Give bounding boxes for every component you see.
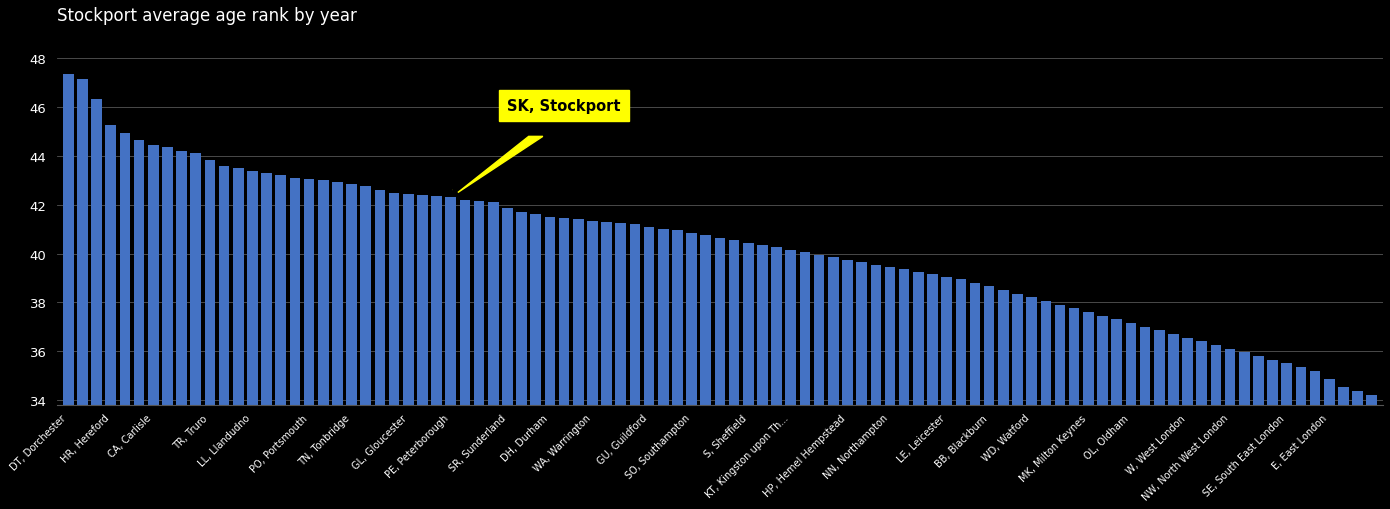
Bar	[1168, 334, 1179, 509]
Bar	[602, 222, 612, 509]
Bar	[234, 169, 243, 509]
Bar	[403, 194, 414, 509]
Bar	[488, 203, 499, 509]
Bar	[1339, 387, 1348, 509]
Bar	[758, 245, 767, 509]
Bar	[474, 202, 484, 509]
Bar	[163, 148, 172, 509]
Bar	[1069, 309, 1080, 509]
Bar	[1238, 353, 1250, 509]
Bar	[304, 180, 314, 509]
Bar	[714, 238, 726, 509]
Bar	[1323, 380, 1334, 509]
Bar	[318, 181, 328, 509]
Bar	[1012, 294, 1023, 509]
Bar	[247, 171, 257, 509]
Bar	[1352, 392, 1362, 509]
Bar	[460, 201, 470, 509]
Bar	[332, 182, 343, 509]
Bar	[133, 141, 145, 509]
Bar	[1295, 367, 1307, 509]
Bar	[389, 193, 399, 509]
Bar	[1041, 301, 1051, 509]
Bar	[687, 233, 696, 509]
Bar	[927, 275, 938, 509]
Bar	[374, 191, 385, 509]
Bar	[346, 185, 357, 509]
Bar	[998, 291, 1009, 509]
Bar	[1309, 371, 1320, 509]
Bar	[913, 272, 923, 509]
Bar	[218, 166, 229, 509]
Bar	[76, 80, 88, 509]
Bar	[1183, 338, 1193, 509]
Bar	[417, 195, 428, 509]
Text: SK, Stockport: SK, Stockport	[507, 99, 621, 114]
Bar	[516, 213, 527, 509]
Bar	[261, 174, 272, 509]
Bar	[1366, 395, 1377, 509]
Bar	[531, 215, 541, 509]
Bar	[701, 236, 712, 509]
Bar	[204, 160, 215, 509]
Bar	[771, 248, 783, 509]
Bar	[899, 270, 909, 509]
Text: 42.3: 42.3	[634, 122, 669, 136]
Bar	[147, 146, 158, 509]
Bar	[106, 126, 115, 509]
Text: Average age:: Average age:	[510, 122, 606, 136]
Bar	[275, 176, 286, 509]
Bar	[545, 217, 555, 509]
Bar	[445, 198, 456, 509]
Bar	[813, 255, 824, 509]
Bar	[828, 258, 838, 509]
Bar	[970, 284, 980, 509]
Bar	[785, 250, 796, 509]
Bar	[1154, 331, 1165, 509]
Bar	[431, 197, 442, 509]
Text: Stockport average age rank by year: Stockport average age rank by year	[57, 7, 357, 25]
Bar	[870, 265, 881, 509]
Bar	[1225, 349, 1236, 509]
Bar	[1126, 323, 1136, 509]
Bar	[884, 267, 895, 509]
Bar	[92, 99, 101, 509]
Bar	[728, 241, 739, 509]
Bar	[1112, 320, 1122, 509]
Polygon shape	[457, 137, 543, 193]
Bar	[657, 230, 669, 509]
Bar	[289, 179, 300, 509]
Bar	[744, 243, 753, 509]
Bar	[984, 287, 994, 509]
Bar	[1211, 346, 1222, 509]
Bar	[502, 209, 513, 509]
Bar	[941, 277, 952, 509]
Bar	[63, 75, 74, 509]
Bar	[673, 231, 682, 509]
Bar	[120, 133, 131, 509]
Bar	[559, 219, 570, 509]
Bar	[573, 220, 584, 509]
Bar	[1083, 313, 1094, 509]
Bar	[1026, 298, 1037, 509]
Bar	[856, 263, 867, 509]
Bar	[1252, 356, 1264, 509]
Bar	[1197, 342, 1207, 509]
Bar	[955, 279, 966, 509]
Bar	[842, 260, 853, 509]
Bar	[1282, 363, 1293, 509]
Bar	[1055, 305, 1065, 509]
Bar	[360, 187, 371, 509]
Bar	[1268, 360, 1277, 509]
Bar	[644, 227, 655, 509]
Bar	[177, 152, 186, 509]
Bar	[616, 223, 626, 509]
Bar	[630, 225, 641, 509]
Bar	[1140, 327, 1151, 509]
Bar	[190, 154, 202, 509]
Bar	[1097, 316, 1108, 509]
Bar	[799, 253, 810, 509]
Bar	[587, 221, 598, 509]
